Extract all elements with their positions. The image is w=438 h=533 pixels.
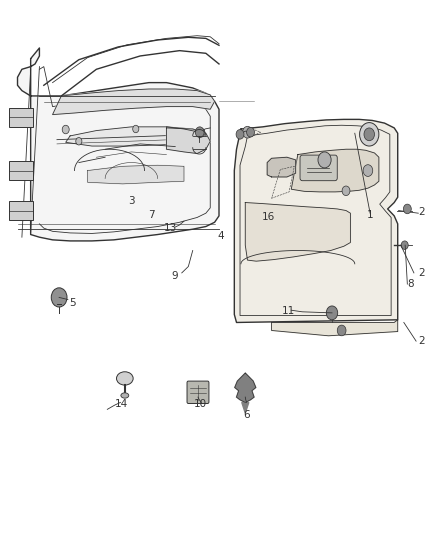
Text: 13: 13 xyxy=(164,223,177,233)
Circle shape xyxy=(236,130,244,139)
FancyBboxPatch shape xyxy=(9,161,33,180)
Text: 9: 9 xyxy=(171,271,178,281)
FancyBboxPatch shape xyxy=(300,155,337,181)
Circle shape xyxy=(326,306,338,320)
Ellipse shape xyxy=(121,393,129,398)
Polygon shape xyxy=(53,89,215,115)
Circle shape xyxy=(337,325,346,336)
Polygon shape xyxy=(234,119,398,322)
Text: 2: 2 xyxy=(418,207,425,217)
Circle shape xyxy=(364,128,374,141)
Circle shape xyxy=(401,241,408,249)
Circle shape xyxy=(195,127,204,138)
FancyBboxPatch shape xyxy=(187,381,209,403)
Polygon shape xyxy=(267,157,296,177)
Text: 6: 6 xyxy=(243,410,250,419)
Text: 2: 2 xyxy=(418,269,425,278)
Polygon shape xyxy=(166,128,210,154)
Text: 4: 4 xyxy=(217,231,224,240)
Text: 16: 16 xyxy=(262,213,275,222)
Circle shape xyxy=(198,128,205,137)
Circle shape xyxy=(342,186,350,196)
Polygon shape xyxy=(235,373,256,402)
Polygon shape xyxy=(88,165,184,184)
Circle shape xyxy=(62,125,69,134)
Text: 3: 3 xyxy=(128,197,135,206)
Circle shape xyxy=(318,152,331,168)
Ellipse shape xyxy=(117,372,133,385)
Text: 5: 5 xyxy=(69,298,76,308)
FancyBboxPatch shape xyxy=(9,108,33,127)
Text: 10: 10 xyxy=(194,399,207,409)
Circle shape xyxy=(76,138,82,145)
Text: 2: 2 xyxy=(418,336,425,345)
Text: 14: 14 xyxy=(115,399,128,409)
Circle shape xyxy=(243,126,252,138)
Circle shape xyxy=(51,288,67,307)
FancyBboxPatch shape xyxy=(9,201,33,220)
Polygon shape xyxy=(66,127,206,146)
Circle shape xyxy=(247,127,254,137)
Text: 11: 11 xyxy=(282,306,295,316)
Circle shape xyxy=(363,165,373,176)
Polygon shape xyxy=(242,402,249,413)
Text: 8: 8 xyxy=(407,279,414,289)
Polygon shape xyxy=(18,48,219,241)
Polygon shape xyxy=(291,149,379,192)
Polygon shape xyxy=(245,203,350,261)
Text: 7: 7 xyxy=(148,210,155,220)
Text: 1: 1 xyxy=(367,210,374,220)
Polygon shape xyxy=(272,320,398,336)
Circle shape xyxy=(360,123,379,146)
Circle shape xyxy=(133,125,139,133)
Circle shape xyxy=(403,204,411,214)
